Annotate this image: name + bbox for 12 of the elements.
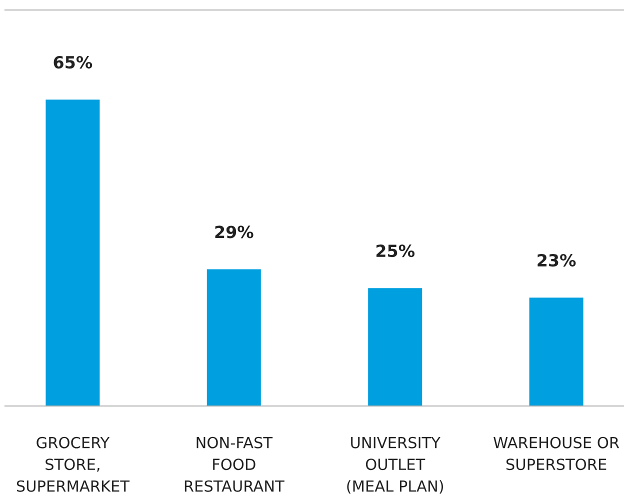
bar <box>368 288 422 406</box>
x-tick-label: WAREHOUSE OR SUPERSTORE <box>494 436 620 470</box>
data-label: 25% <box>376 244 415 258</box>
data-label: 65% <box>54 56 92 69</box>
x-tick-label: NON-FAST FOOD RESTAURANT <box>184 436 284 492</box>
bar <box>529 298 584 406</box>
data-label: 23% <box>538 254 576 267</box>
data-label: 29% <box>215 226 254 238</box>
x-tick-label: GROCERY STORE, SUPERMARKET <box>16 436 130 492</box>
bar <box>206 269 261 406</box>
x-tick-label: UNIVERSITY OUTLET (MEAL PLAN) <box>347 436 444 494</box>
bar <box>46 100 100 406</box>
